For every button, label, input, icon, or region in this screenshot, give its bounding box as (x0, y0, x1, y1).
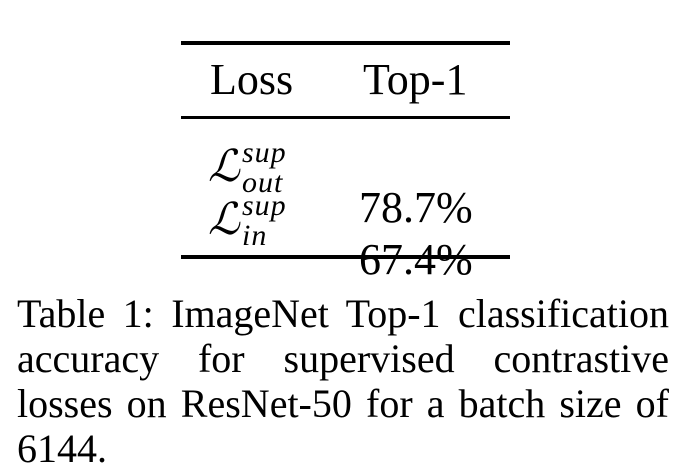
script-l-glyph: ℒ (208, 141, 240, 192)
caption-line: accuracy for supervised contrastive (17, 336, 669, 381)
table-caption: Table 1: ImageNet Top-1 classification a… (17, 291, 669, 471)
table-header-rule (181, 116, 510, 119)
caption-line: losses on ResNet-50 for a batch size of (17, 381, 669, 426)
loss-out-superscript: sup (242, 136, 287, 169)
loss-in-symbol: ℒ sup in (208, 191, 328, 251)
loss-out-subscript: out (242, 166, 284, 199)
table-top-rule (181, 41, 510, 45)
script-l-glyph: ℒ (208, 194, 240, 245)
loss-in-subscript: in (242, 219, 268, 252)
header-top1: Top-1 (363, 55, 468, 104)
loss-in-superscript: sup (242, 189, 287, 222)
caption-line: 6144. (17, 426, 107, 471)
top1-value-out: 78.7% (359, 183, 473, 232)
caption-line: Table 1: ImageNet Top-1 classification (17, 291, 669, 336)
loss-out-symbol: ℒ sup out (208, 138, 328, 198)
header-loss: Loss (210, 55, 294, 104)
top1-value-in: 67.4% (359, 235, 473, 284)
results-table: Loss Top-1 ℒ sup out 78.7% ℒ sup in 67.4… (181, 41, 510, 282)
table-bottom-rule (181, 255, 510, 259)
